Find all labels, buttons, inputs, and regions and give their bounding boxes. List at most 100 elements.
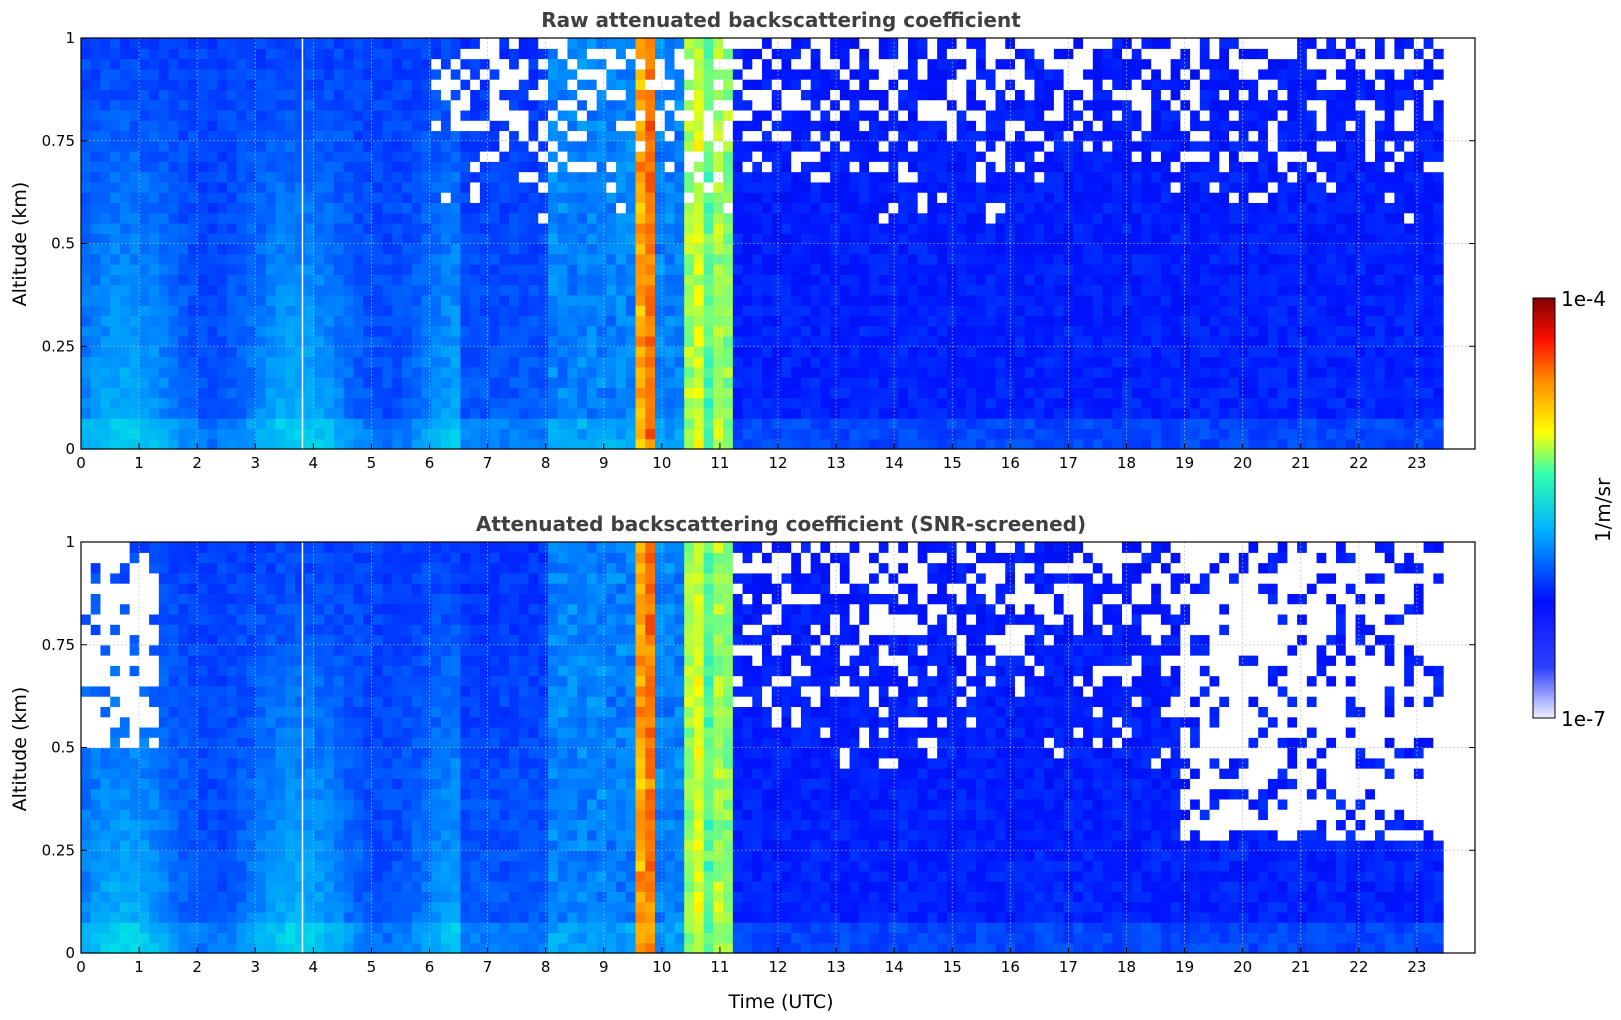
- heatmap-cell: [411, 151, 423, 162]
- heatmap-cell: [839, 140, 851, 152]
- heatmap-cell: [1141, 130, 1152, 142]
- heatmap-cell: [207, 356, 218, 368]
- heatmap-cell: [635, 315, 646, 327]
- heatmap-cell: [1229, 428, 1240, 440]
- heatmap-cell: [411, 274, 423, 286]
- heatmap-cell: [226, 377, 238, 388]
- heatmap-cell: [538, 68, 549, 80]
- heatmap-cell: [509, 294, 520, 306]
- heatmap-cell: [1092, 335, 1104, 347]
- heatmap-cell: [440, 335, 452, 347]
- heatmap-cell: [1112, 233, 1123, 245]
- heatmap-cell: [1170, 264, 1181, 275]
- heatmap-cell: [616, 202, 627, 214]
- heatmap-cell: [742, 294, 753, 306]
- heatmap-cell: [1151, 38, 1162, 49]
- heatmap-cell: [1092, 89, 1104, 101]
- heatmap-cell: [149, 377, 160, 388]
- heatmap-cell: [655, 99, 666, 111]
- heatmap-cell: [1151, 356, 1162, 368]
- heatmap-cell: [100, 418, 111, 430]
- heatmap-cell: [907, 89, 919, 101]
- heatmap-cell: [188, 377, 199, 388]
- heatmap-cell: [693, 284, 705, 296]
- heatmap-cell: [1112, 171, 1123, 183]
- heatmap-cell: [1209, 58, 1220, 70]
- heatmap-cell: [1131, 181, 1143, 193]
- heatmap-cell: [557, 48, 569, 60]
- heatmap-cell: [1053, 161, 1065, 173]
- heatmap-cell: [820, 325, 831, 337]
- heatmap-cell: [421, 151, 432, 162]
- heatmap-cell: [674, 243, 685, 255]
- heatmap-cell: [246, 305, 257, 317]
- heatmap-cell: [207, 140, 218, 152]
- heatmap-cell: [275, 89, 286, 101]
- heatmap-cell: [664, 171, 676, 183]
- heatmap-cell: [635, 428, 646, 440]
- heatmap-cell: [110, 377, 121, 388]
- heatmap-cell: [956, 212, 967, 224]
- heatmap-cell: [275, 181, 286, 193]
- heatmap-cell: [285, 284, 296, 296]
- heatmap-cell: [762, 171, 773, 183]
- heatmap-cell: [839, 181, 851, 193]
- heatmap-cell: [363, 284, 374, 296]
- heatmap-cell: [995, 253, 1006, 265]
- heatmap-cell: [343, 151, 355, 162]
- heatmap-cell: [956, 130, 967, 142]
- heatmap-cell: [236, 305, 247, 317]
- heatmap-cell: [1014, 315, 1026, 327]
- heatmap-cell: [110, 274, 121, 286]
- heatmap-cell: [917, 161, 929, 173]
- heatmap-cell: [343, 222, 355, 234]
- heatmap-cell: [139, 202, 150, 214]
- heatmap-cell: [567, 418, 578, 430]
- heatmap-cell: [771, 38, 783, 49]
- heatmap-cell: [392, 284, 403, 296]
- heatmap-cell: [645, 294, 656, 306]
- heatmap-cell: [1112, 407, 1123, 419]
- heatmap-cell: [479, 120, 491, 132]
- heatmap-cell: [917, 171, 929, 183]
- heatmap-cell: [489, 212, 500, 224]
- heatmap-cell: [927, 99, 938, 111]
- heatmap-cell: [820, 346, 831, 358]
- heatmap-cell: [674, 407, 685, 419]
- heatmap-cell: [499, 284, 510, 296]
- heatmap-cell: [333, 202, 345, 214]
- heatmap-cell: [217, 120, 228, 132]
- heatmap-cell: [839, 305, 851, 317]
- heatmap-cell: [596, 294, 607, 306]
- heatmap-cell: [820, 89, 831, 101]
- heatmap-cell: [450, 233, 462, 245]
- heatmap-cell: [304, 428, 316, 440]
- heatmap-cell: [440, 48, 452, 60]
- heatmap-cell: [723, 264, 734, 275]
- heatmap-cell: [518, 233, 530, 245]
- heatmap-cell: [635, 109, 646, 121]
- heatmap-cell: [129, 89, 140, 101]
- heatmap-cell: [518, 171, 530, 183]
- heatmap-cell: [937, 335, 948, 347]
- heatmap-cell: [431, 120, 442, 132]
- heatmap-cell: [265, 428, 277, 440]
- heatmap-cell: [616, 89, 627, 101]
- heatmap-cell: [1199, 212, 1211, 224]
- heatmap-cell: [1044, 377, 1055, 388]
- heatmap-cell: [557, 38, 569, 49]
- heatmap-cell: [353, 274, 364, 286]
- heatmap-cell: [664, 181, 676, 193]
- heatmap-cell: [402, 407, 413, 419]
- heatmap-cell: [655, 212, 666, 224]
- heatmap-cell: [1277, 335, 1288, 347]
- heatmap-cell: [158, 233, 170, 245]
- heatmap-cell: [256, 192, 267, 204]
- heatmap-cell: [645, 418, 656, 430]
- heatmap-cell: [149, 305, 160, 317]
- heatmap-cell: [285, 253, 296, 265]
- heatmap-cell: [1122, 222, 1133, 234]
- heatmap-cell: [207, 202, 218, 214]
- heatmap-cell: [1073, 294, 1084, 306]
- heatmap-cell: [1238, 428, 1250, 440]
